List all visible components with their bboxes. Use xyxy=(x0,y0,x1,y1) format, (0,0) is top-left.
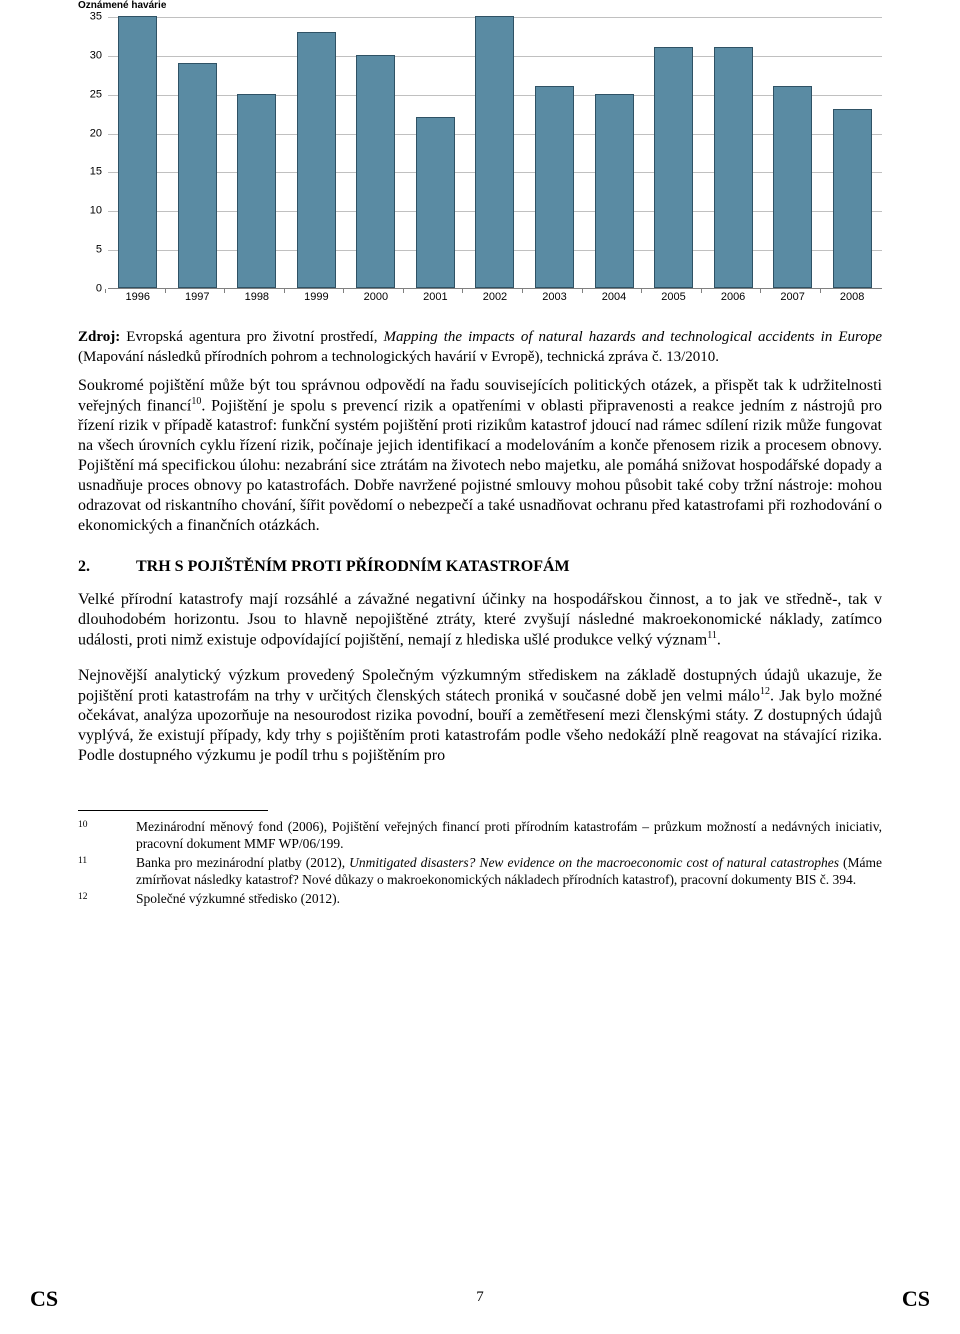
x-tick-label: 1999 xyxy=(297,291,336,303)
page-number: 7 xyxy=(476,1289,484,1306)
paragraph-1: Soukromé pojištění může být tou správnou… xyxy=(78,376,882,536)
bar xyxy=(297,32,336,288)
x-tick-label: 2003 xyxy=(535,291,574,303)
x-tick-label: 2000 xyxy=(356,291,395,303)
y-tick-label: 35 xyxy=(78,12,102,23)
section-number: 2. xyxy=(78,558,136,576)
y-tick-label: 15 xyxy=(78,167,102,178)
bar xyxy=(237,94,276,288)
footnote-11: 11 Banka pro mezinárodní platby (2012), … xyxy=(78,855,882,889)
footnote-text: Společné výzkumné středisko (2012). xyxy=(136,891,882,908)
x-tick-label: 2008 xyxy=(833,291,872,303)
y-tick-label: 0 xyxy=(78,284,102,295)
y-tick-label: 20 xyxy=(78,128,102,139)
source-text-post: (Mapování následků přírodních pohrom a t… xyxy=(78,349,719,365)
chart-source: Zdroj: Evropská agentura pro životní pro… xyxy=(78,327,882,368)
source-text-pre: Evropská agentura pro životní prostředí, xyxy=(120,329,383,345)
source-label: Zdroj: xyxy=(78,329,120,345)
bar xyxy=(535,86,574,288)
bar xyxy=(475,16,514,288)
x-tick-label: 2007 xyxy=(773,291,812,303)
x-tick-label: 1996 xyxy=(118,291,157,303)
footnote-text: Mezinárodní měnový fond (2006), Pojištěn… xyxy=(136,819,882,853)
footnote-num: 12 xyxy=(78,891,136,908)
footnote-text: Banka pro mezinárodní platby (2012), Unm… xyxy=(136,855,882,889)
y-tick-label: 5 xyxy=(78,245,102,256)
bar xyxy=(654,47,693,288)
footer-left: CS xyxy=(30,1286,58,1312)
y-tick-label: 30 xyxy=(78,50,102,61)
x-tick-label: 1997 xyxy=(178,291,217,303)
bar xyxy=(178,63,217,288)
x-axis: 1996 1997 1998 1999 2000 2001 2002 2003 2004 2005… xyxy=(108,291,882,303)
x-tick-label: 2002 xyxy=(475,291,514,303)
chart-title: Oznámené havárie xyxy=(78,0,882,11)
footnote-separator xyxy=(78,810,268,811)
section-heading: 2. TRH S POJIŠTĚNÍM PROTI PŘÍRODNÍM KATA… xyxy=(78,558,882,576)
x-tick-label: 2006 xyxy=(714,291,753,303)
paragraph-2: Velké přírodní katastrofy mají rozsáhlé … xyxy=(78,590,882,650)
bar xyxy=(833,109,872,288)
plot-area xyxy=(108,17,882,289)
y-tick-label: 10 xyxy=(78,206,102,217)
bar xyxy=(714,47,753,288)
footnotes: 10 Mezinárodní měnový fond (2006), Pojiš… xyxy=(78,819,882,907)
y-axis: 05101520253035 xyxy=(78,17,106,289)
footnote-text-italic: Unmitigated disasters? New evidence on t… xyxy=(349,855,839,870)
footnote-num: 11 xyxy=(78,855,136,889)
x-tick-label: 2005 xyxy=(654,291,693,303)
x-tick-label: 2001 xyxy=(416,291,455,303)
bar xyxy=(356,55,395,288)
y-tick-label: 25 xyxy=(78,89,102,100)
footer-right: CS xyxy=(902,1286,930,1312)
footnote-text-pre: Banka pro mezinárodní platby (2012), xyxy=(136,855,349,870)
bar-chart: 05101520253035 1996199719981999200020012… xyxy=(78,17,882,309)
bar xyxy=(773,86,812,288)
footnote-12: 12 Společné výzkumné středisko (2012). xyxy=(78,891,882,908)
section-title: TRH S POJIŠTĚNÍM PROTI PŘÍRODNÍM KATASTR… xyxy=(136,558,570,576)
footnote-num: 10 xyxy=(78,819,136,853)
x-tick-label: 2004 xyxy=(595,291,634,303)
bar xyxy=(595,94,634,288)
paragraph-3: Nejnovější analytický výzkum provedený S… xyxy=(78,666,882,766)
bar xyxy=(416,117,455,288)
source-italic: Mapping the impacts of natural hazards a… xyxy=(384,329,882,345)
bars-group xyxy=(108,17,882,288)
footnote-10: 10 Mezinárodní měnový fond (2006), Pojiš… xyxy=(78,819,882,853)
x-tick-label: 1998 xyxy=(237,291,276,303)
bar xyxy=(118,16,157,288)
